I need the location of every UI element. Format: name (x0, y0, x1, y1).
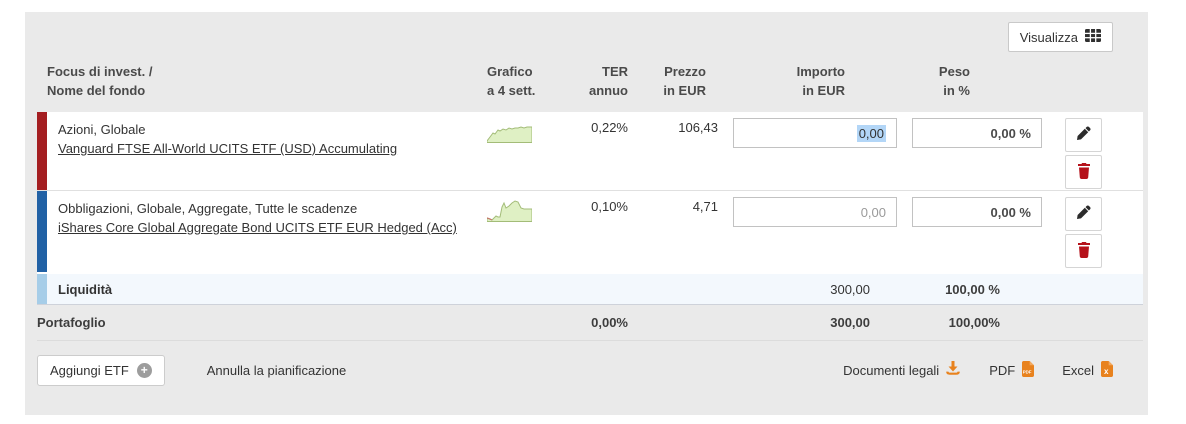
trash-icon (1077, 162, 1091, 182)
pencil-icon (1076, 205, 1091, 223)
cancel-plan-link[interactable]: Annulla la pianificazione (206, 362, 347, 378)
fund-link[interactable]: Vanguard FTSE All-World UCITS ETF (USD) … (58, 141, 398, 156)
portfolio-label: Portafoglio (37, 315, 106, 330)
svg-text:x: x (1104, 367, 1109, 376)
toolbar: Visualizza (37, 12, 1143, 52)
header-chart: Grafico a 4 sett. (487, 64, 536, 99)
header-ter: TER annuo (589, 64, 628, 99)
legal-docs-link[interactable]: Documenti legali (843, 361, 961, 379)
portfolio-amount-total: 300,00 (830, 315, 870, 330)
visualizza-button[interactable]: Visualizza (1007, 22, 1113, 52)
edit-button[interactable] (1065, 118, 1102, 152)
price-value: 106,43 (678, 120, 718, 135)
fund-color-bar (37, 191, 47, 272)
amount-selected-text: 0,00 (856, 124, 886, 142)
liquidity-color-bar (37, 274, 47, 304)
export-excel-link[interactable]: Excel x (1062, 360, 1113, 380)
visualizza-label: Visualizza (1019, 29, 1078, 45)
fund-category: Obbligazioni, Globale, Aggregate, Tutte … (58, 201, 358, 216)
portfolio-ter-total: 0,00% (591, 315, 628, 330)
amount-input[interactable]: 0,00 (733, 118, 897, 148)
liquidity-row: Liquidità 300,00 100,00 % (37, 272, 1143, 305)
pdf-file-icon: PDF (1021, 360, 1035, 380)
amount-input[interactable] (733, 197, 897, 227)
price-value: 4,71 (692, 199, 718, 214)
svg-text:PDF: PDF (1023, 369, 1032, 374)
header-fund: Focus di invest. / Nome del fondo (47, 64, 153, 99)
portfolio-weight-total: 100,00% (948, 315, 1000, 330)
plus-circle-icon: + (136, 362, 152, 378)
pdf-label: PDF (989, 362, 1016, 378)
pencil-icon (1076, 126, 1091, 144)
ter-value: 0,10% (591, 199, 628, 214)
fund-row-vanguard: Azioni, Globale Vanguard FTSE All-World … (37, 112, 1143, 190)
legal-docs-label: Documenti legali (843, 362, 940, 378)
sparkline-chart (473, 191, 543, 276)
table-header-row: Focus di invest. / Nome del fondo Grafic… (37, 52, 1143, 112)
table-grid-icon (1085, 29, 1101, 45)
fund-link[interactable]: iShares Core Global Aggregate Bond UCITS… (58, 220, 457, 235)
excel-label: Excel (1062, 362, 1094, 378)
trash-icon (1077, 241, 1091, 261)
footer-actions: Aggiungi ETF + Annulla la pianificazione… (37, 340, 1143, 395)
liquidity-label: Liquidità (58, 281, 113, 297)
add-etf-button[interactable]: Aggiungi ETF + (37, 354, 165, 386)
portfolio-total-row: Portafoglio 0,00% 300,00 100,00% (37, 305, 1143, 340)
fund-color-bar (37, 112, 47, 190)
add-etf-label: Aggiungi ETF (50, 362, 129, 378)
header-weight: Peso in % (938, 64, 970, 99)
header-amount: Importo in EUR (796, 64, 845, 99)
header-price: Prezzo in EUR (663, 64, 706, 99)
ter-value: 0,22% (591, 120, 628, 135)
weight-input[interactable] (912, 197, 1042, 227)
excel-file-icon: x (1100, 360, 1113, 380)
fund-row-ishares: Obbligazioni, Globale, Aggregate, Tutte … (37, 190, 1143, 272)
edit-button[interactable] (1065, 197, 1102, 231)
delete-button[interactable] (1065, 155, 1102, 189)
export-pdf-link[interactable]: PDF PDF (989, 360, 1035, 380)
liquidity-weight: 100,00 % (945, 281, 1000, 297)
delete-button[interactable] (1065, 234, 1102, 268)
weight-input[interactable] (912, 118, 1042, 148)
portfolio-planner-panel: Visualizza Focus di invest. / Nome del f… (25, 12, 1148, 415)
fund-category: Azioni, Globale (58, 122, 146, 137)
sparkline-chart (473, 112, 543, 197)
download-icon (945, 361, 961, 379)
liquidity-amount: 300,00 (830, 281, 870, 297)
